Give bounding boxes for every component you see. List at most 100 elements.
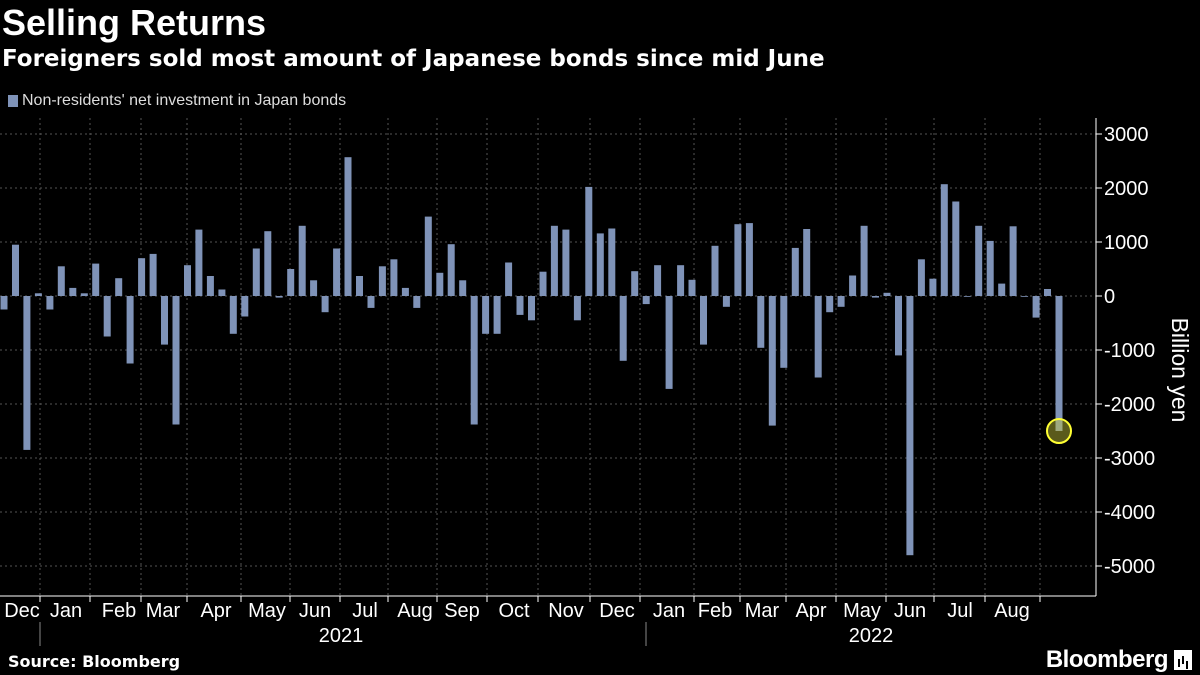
- bar: [1055, 296, 1063, 431]
- bar: [287, 269, 295, 296]
- bar: [138, 258, 146, 296]
- legend: Non-residents' net investment in Japan b…: [8, 92, 346, 110]
- bar: [161, 296, 168, 345]
- bar: [826, 296, 834, 313]
- bar: [665, 296, 673, 389]
- bar: [459, 280, 467, 296]
- x-tick-label: Apr: [200, 600, 231, 622]
- bar: [562, 229, 570, 296]
- bar: [390, 259, 398, 296]
- x-tick-label: Apr: [795, 600, 826, 622]
- bar: [860, 225, 868, 296]
- x-tick-label: Jun: [894, 600, 926, 622]
- bar: [401, 287, 409, 296]
- bar: [883, 292, 891, 296]
- bar: [252, 248, 260, 296]
- y-tick-label: 3000: [1104, 124, 1149, 146]
- x-tick-label: Dec: [599, 600, 635, 622]
- bar: [103, 296, 111, 337]
- bar: [195, 229, 203, 296]
- bar: [711, 245, 719, 296]
- bar: [92, 263, 100, 296]
- bar: [803, 229, 811, 296]
- chart-subtitle: Foreigners sold most amount of Japanese …: [2, 46, 825, 72]
- bar: [69, 287, 77, 296]
- bar: [528, 296, 535, 321]
- y-tick-label: -1000: [1104, 340, 1155, 362]
- x-tick-label: Feb: [698, 600, 732, 622]
- bar: [929, 278, 937, 296]
- x-tick-label: Feb: [102, 600, 136, 622]
- x-tick-label: May: [248, 600, 286, 622]
- bar: [688, 279, 696, 296]
- bar: [23, 296, 31, 450]
- bar: [80, 293, 88, 296]
- bar: [573, 296, 581, 321]
- bar: [356, 276, 363, 296]
- x-tick-label: Dec: [4, 600, 40, 622]
- bar: [998, 283, 1006, 296]
- bar: [447, 244, 455, 296]
- bar: [917, 259, 925, 296]
- y-tick-label: -4000: [1104, 502, 1155, 524]
- bar: [264, 231, 272, 296]
- bar: [585, 186, 593, 296]
- bar: [184, 265, 191, 296]
- y-tick-label: 1000: [1104, 232, 1149, 254]
- bar: [906, 296, 914, 556]
- x-tick-label: May: [843, 600, 881, 622]
- x-tick-label: Mar: [745, 600, 780, 622]
- y-tick-label: -5000: [1104, 556, 1155, 578]
- bar: [378, 266, 386, 296]
- bar: [631, 271, 639, 296]
- bar: [241, 296, 249, 317]
- bar: [722, 296, 730, 307]
- bar: [952, 201, 960, 296]
- bar: [333, 248, 341, 296]
- bar: [115, 278, 123, 296]
- x-tick-label: Sep: [444, 600, 480, 622]
- x-tick-label: Nov: [548, 600, 584, 622]
- bar: [768, 296, 776, 426]
- bar: [814, 296, 822, 378]
- bar: [172, 296, 180, 425]
- chart-title: Selling Returns: [2, 2, 267, 43]
- bar: [654, 265, 662, 296]
- y-tick-label: -2000: [1104, 394, 1155, 416]
- bar: [608, 228, 616, 296]
- bar: [229, 296, 237, 334]
- bar: [436, 272, 444, 296]
- bar: [940, 184, 948, 296]
- x-tick-label: Aug: [994, 600, 1030, 622]
- x-tick-label: Aug: [397, 600, 433, 622]
- bar: [596, 233, 604, 296]
- bar: [872, 296, 879, 298]
- bar: [975, 225, 983, 296]
- bar: [1044, 289, 1051, 296]
- bar: [413, 296, 421, 308]
- y-tick-label: 0: [1104, 286, 1115, 308]
- bar: [482, 296, 490, 334]
- bar: [849, 275, 857, 296]
- x-tick-label: Jul: [947, 600, 973, 622]
- bar: [1021, 296, 1029, 297]
- bar: [0, 296, 8, 310]
- bar: [34, 293, 42, 296]
- y-tick-label: 2000: [1104, 178, 1149, 200]
- bar: [1032, 296, 1040, 318]
- y-tick-label: -3000: [1104, 448, 1155, 470]
- bar: [791, 247, 799, 296]
- bar: [1009, 226, 1017, 296]
- bar: [367, 296, 375, 308]
- bar: [149, 253, 157, 296]
- bar: [642, 296, 650, 305]
- bar: [986, 240, 994, 296]
- bar: [218, 289, 226, 296]
- bar: [470, 296, 478, 425]
- x-tick-label: Jul: [352, 600, 378, 622]
- bar: [837, 296, 845, 307]
- year-label: 2022: [849, 625, 894, 647]
- bar: [206, 276, 214, 296]
- bar: [745, 223, 753, 296]
